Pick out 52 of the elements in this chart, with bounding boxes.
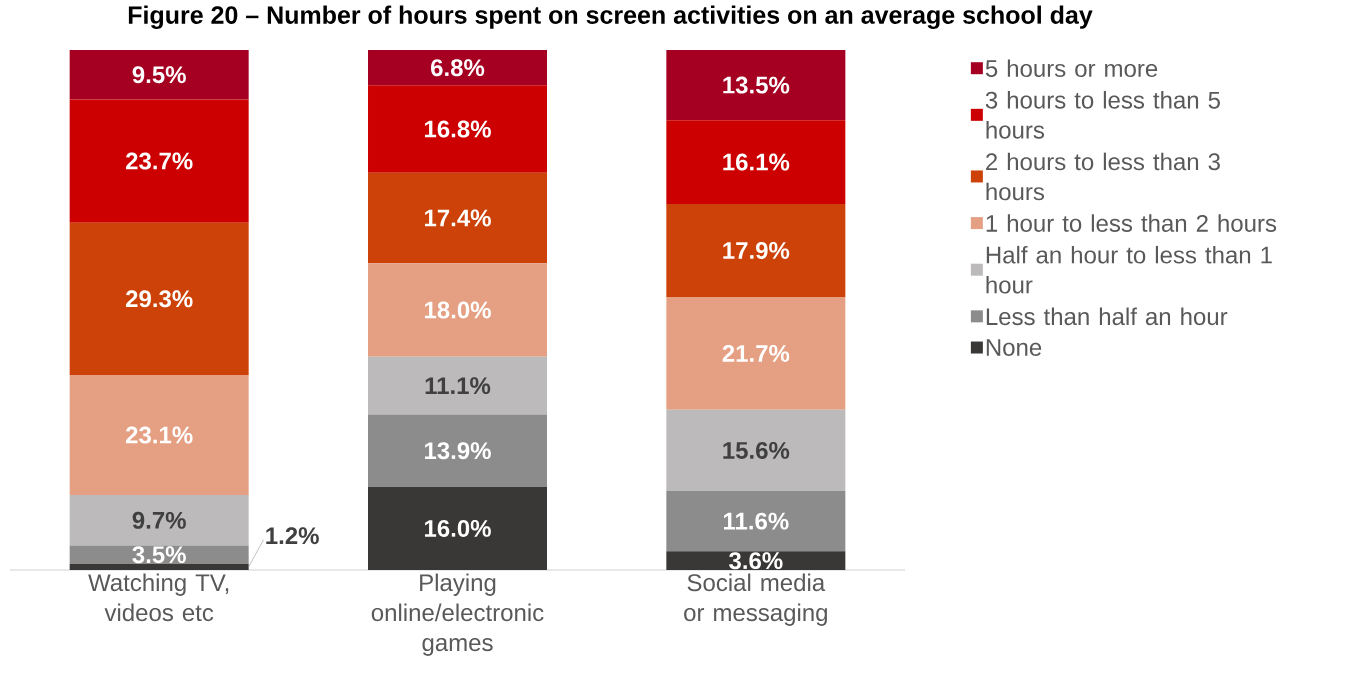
data-label: 9.5% bbox=[132, 66, 186, 84]
bar bbox=[368, 414, 547, 487]
data-label: 21.7% bbox=[722, 344, 790, 362]
bar bbox=[666, 409, 846, 491]
data-label: 6.8% bbox=[431, 59, 485, 77]
data-label: 1.2% bbox=[266, 527, 319, 545]
bar bbox=[368, 172, 547, 264]
bar bbox=[666, 203, 846, 297]
data-label: 3.6% bbox=[729, 552, 783, 570]
data-label: 16.1% bbox=[723, 153, 790, 171]
x-tick-label: Social media or messaging bbox=[684, 573, 827, 626]
legend-label: 1 hour to less than 2 hours bbox=[986, 214, 1277, 232]
data-label: 15.6% bbox=[723, 441, 790, 459]
data-label: 23.7% bbox=[125, 152, 193, 170]
x-tick-label: Playing online/electronic games bbox=[371, 573, 544, 656]
chart-title: Figure 20 – Number of hours spent on screen activities on an average school day bbox=[128, 5, 1093, 29]
bar bbox=[368, 263, 547, 357]
legend-label: 5 hours or more bbox=[985, 59, 1158, 78]
bar bbox=[69, 375, 249, 496]
data-label: 18.0% bbox=[424, 301, 491, 319]
x-tick-label: Watching TV, videos etc bbox=[88, 573, 229, 622]
bar bbox=[666, 297, 846, 410]
data-label: 16.0% bbox=[424, 519, 491, 537]
bar bbox=[69, 222, 249, 375]
data-label: 3.5% bbox=[132, 546, 186, 564]
legend-label: Less than half an hour bbox=[986, 307, 1228, 326]
legend-label: 3 hours to less than 5 hours bbox=[985, 91, 1220, 139]
bar bbox=[368, 85, 547, 173]
data-label: 16.8% bbox=[424, 120, 491, 138]
data-label: 29.3% bbox=[125, 290, 193, 308]
bar bbox=[666, 490, 846, 552]
data-label: 17.9% bbox=[723, 241, 790, 259]
bar bbox=[69, 495, 249, 546]
data-label: 13.9% bbox=[424, 442, 491, 460]
bar bbox=[666, 120, 846, 204]
legend-label: 2 hours to less than 3 hours bbox=[986, 152, 1220, 201]
bar bbox=[69, 99, 249, 223]
bar bbox=[368, 356, 547, 415]
bar bbox=[69, 50, 249, 100]
legend-label: Half an hour to less than 1 hour bbox=[986, 245, 1272, 294]
bar bbox=[368, 486, 547, 570]
data-label: 9.7% bbox=[132, 511, 186, 529]
legend-label: None bbox=[986, 339, 1042, 356]
data-label: 13.5% bbox=[723, 76, 790, 94]
bar bbox=[666, 551, 846, 570]
data-label: 11.1% bbox=[425, 377, 491, 395]
bar bbox=[69, 563, 249, 570]
bar bbox=[368, 50, 547, 86]
data-label: 17.4% bbox=[424, 209, 491, 227]
data-label: 23.1% bbox=[125, 426, 193, 444]
data-label: 11.6% bbox=[723, 512, 789, 530]
bar bbox=[666, 50, 846, 121]
